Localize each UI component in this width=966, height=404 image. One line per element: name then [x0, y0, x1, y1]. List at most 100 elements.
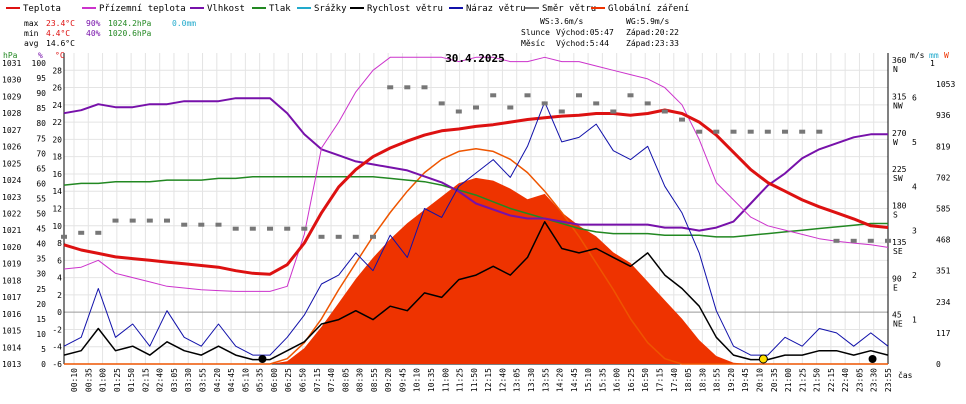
series-tlak: [63, 175, 888, 238]
temp-tick-label: 10: [52, 222, 62, 231]
time-tick-label: 05:10: [241, 368, 250, 392]
wind-direction-point: [129, 218, 136, 223]
direction-tick-label: N: [893, 65, 898, 74]
wind-direction-point: [215, 222, 222, 227]
time-tick-label: 23:55: [884, 368, 893, 392]
humidity-tick-label: 75: [36, 134, 46, 143]
series-vlhkost: [63, 97, 888, 232]
wind-tick-label: 1: [912, 316, 917, 325]
time-tick-label: 03:55: [199, 368, 208, 392]
humidity-unit: %: [38, 51, 43, 60]
time-tick-label: 09:45: [398, 368, 407, 392]
temp-tick-label: 22: [52, 118, 62, 127]
time-tick-label: 00:35: [84, 368, 93, 392]
legend-label-teplota: Teplota: [23, 4, 61, 14]
time-tick-label: 22:15: [827, 368, 836, 392]
hpa-unit: hPa: [3, 51, 18, 60]
time-tick-label: 22:40: [841, 368, 850, 392]
time-tick-label: 12:40: [498, 368, 507, 392]
series-teoreticke-zareni: [64, 147, 888, 365]
stat-wind-speed: WS:3.6m/s: [540, 17, 584, 26]
wind-direction-point: [421, 85, 428, 90]
humidity-tick-label: 65: [36, 164, 46, 173]
time-tick-label: 11:00: [441, 368, 450, 392]
wind-direction-point: [284, 226, 291, 231]
hpa-tick-label: 1016: [2, 310, 21, 319]
humidity-tick-label: 0: [41, 360, 46, 369]
series-teplota: [63, 108, 889, 276]
wind-direction-point: [267, 226, 273, 231]
humidity-tick-label: 50: [36, 210, 46, 219]
time-tick-label: 14:45: [570, 368, 579, 392]
legend-label-tlak: Tlak: [269, 4, 291, 14]
stat-moonset: Západ:23:33: [626, 39, 679, 48]
radiation-tick-label: 351: [936, 267, 951, 276]
wind-direction-point: [782, 129, 788, 134]
radiation-tick-label: 702: [936, 173, 951, 182]
stat-min-pressure: 1020.6hPa: [108, 29, 152, 38]
wind-direction-point: [593, 101, 600, 106]
series-rychlost-vetru: [63, 221, 889, 361]
wind-direction-point: [95, 230, 102, 235]
hpa-tick-label: 1019: [2, 260, 21, 269]
humidity-tick-label: 60: [36, 179, 46, 188]
stat-min-humidity: 40%: [86, 29, 101, 38]
sunrise-marker: [258, 355, 267, 363]
rain-unit: mm: [929, 51, 939, 60]
wind-tick-label: 3: [912, 227, 917, 236]
wind-unit: m/s: [910, 51, 925, 60]
wind-direction-point: [885, 238, 891, 243]
wind-direction-point: [301, 226, 308, 231]
direction-tick-label: W: [893, 138, 898, 147]
temp-tick-label: 8: [57, 239, 62, 248]
stat-avg-label: avg: [24, 39, 39, 48]
wind-direction-point: [661, 109, 668, 114]
stats-panel: max 23.4°C 90% 1024.2hPa 0.0mm min 4.4°C 40% 102…: [24, 17, 679, 48]
radiation-tick-label: 936: [936, 111, 951, 120]
stat-moonrise: Východ:5:44: [556, 39, 609, 48]
wind-direction-point: [112, 218, 119, 223]
hpa-tick-label: 1014: [2, 343, 21, 352]
temp-tick-label: 16: [52, 170, 62, 179]
time-tick-label: 08:55: [370, 368, 379, 392]
wind-direction-point: [249, 226, 256, 231]
time-tick-label: 10:35: [427, 368, 436, 392]
radiation-tick-label: 117: [936, 329, 951, 338]
wind-direction-point: [164, 218, 170, 223]
humidity-tick-label: 95: [36, 74, 46, 83]
time-tick-label: 06:50: [298, 368, 307, 392]
stat-max-humidity: 90%: [86, 19, 101, 28]
direction-tick-label: NE: [893, 320, 903, 329]
hpa-tick-label: 1021: [2, 226, 21, 235]
wind-direction-point: [352, 234, 359, 239]
hpa-tick-label: 1020: [2, 243, 21, 252]
hpa-tick-label: 1022: [2, 210, 21, 219]
stat-sun-label: Slunce: [521, 28, 550, 37]
wind-direction-point: [696, 129, 703, 134]
humidity-tick-label: 15: [36, 315, 46, 324]
temp-tick-label: 28: [52, 66, 62, 75]
humidity-tick-label: 20: [36, 300, 46, 309]
axes: hPa% °C m/s mm Wčas1031103010291028102710261…: [2, 51, 955, 392]
humidity-tick-label: 55: [36, 194, 46, 203]
time-tick-label: 08:05: [341, 368, 350, 392]
hpa-tick-label: 1026: [2, 143, 21, 152]
humidity-tick-label: 70: [36, 149, 46, 158]
time-tick-label: 11:50: [470, 368, 479, 392]
humidity-tick-label: 40: [36, 240, 46, 249]
wind-direction-point: [541, 101, 548, 106]
hpa-tick-label: 1027: [2, 126, 21, 135]
wind-direction-point: [816, 129, 823, 134]
hpa-tick-label: 1015: [2, 327, 21, 336]
time-tick-label: 20:10: [755, 368, 764, 392]
time-tick-label: 20:35: [770, 368, 779, 392]
sunset-marker: [758, 354, 768, 364]
radiation-tick-label: 819: [936, 142, 951, 151]
time-tick-label: 00:10: [70, 368, 79, 392]
wind-direction-point: [644, 101, 651, 106]
legend-label-naraz-vetru: Náraz větru: [466, 4, 526, 14]
time-tick-label: 23:30: [870, 368, 879, 392]
hpa-tick-label: 1013: [2, 360, 21, 369]
time-tick-label: 02:40: [156, 368, 165, 392]
time-tick-label: 12:15: [484, 368, 493, 392]
